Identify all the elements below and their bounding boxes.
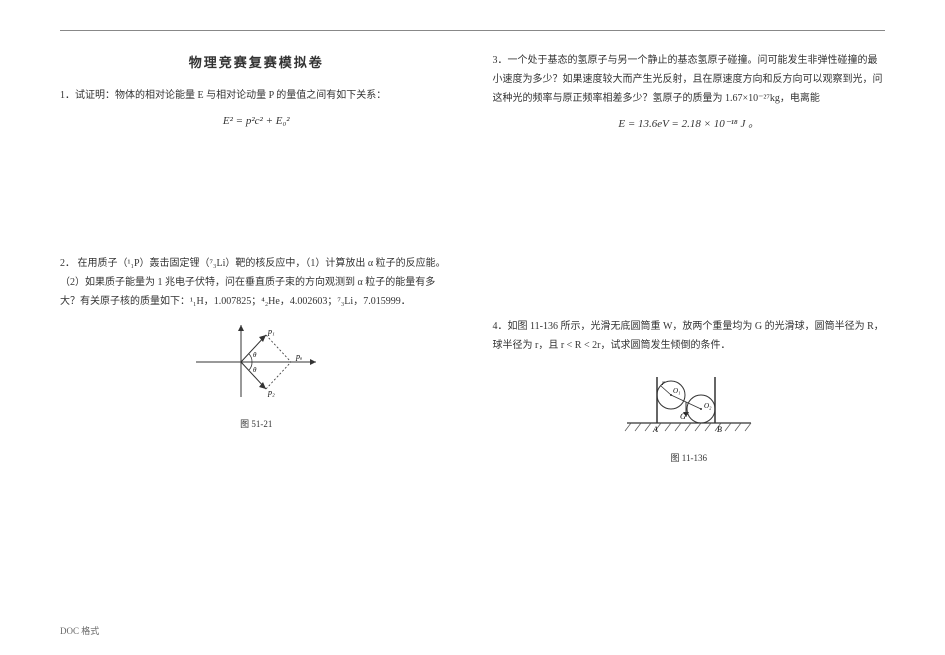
fig2-caption: 图 11-136: [493, 450, 886, 467]
figure-11-136: O₁ r O₂ G A B 图 11-136: [493, 361, 886, 467]
footer-text: DOC 格式: [60, 624, 99, 637]
left-column: 物理竞赛复赛模拟卷 1．试证明：物体的相对论能量 E 与相对论动量 P 的量值之…: [60, 51, 453, 615]
two-column-layout: 物理竞赛复赛模拟卷 1．试证明：物体的相对论能量 E 与相对论动量 P 的量值之…: [60, 51, 885, 615]
svg-text:G: G: [680, 412, 686, 421]
svg-text:θ: θ: [253, 366, 257, 374]
svg-text:r: r: [662, 379, 665, 387]
q1-text: 1．试证明：物体的相对论能量 E 与相对论动量 P 的量值之间有如下关系：: [60, 86, 453, 105]
q3-formula: E = 13.6eV = 2.18 × 10⁻¹⁸ J 。: [493, 114, 886, 135]
q2-text: 2． 在用质子（¹₁P）轰击固定锂（⁷₃Li）靶的核反应中，（1）计算放出 α …: [60, 254, 453, 311]
svg-text:B: B: [717, 425, 722, 434]
svg-text:p₂: p₂: [267, 388, 275, 397]
svg-text:O₂: O₂: [704, 402, 712, 410]
q4-text: 4．如图 11-136 所示，光滑无底圆筒重 W，放两个重量均为 G 的光滑球，…: [493, 317, 886, 355]
figure-51-21: p₁ p₂ pₐ θ θ 图 51-21: [60, 317, 453, 433]
fig1-caption: 图 51-21: [60, 416, 453, 433]
svg-text:A: A: [652, 425, 658, 434]
svg-text:θ: θ: [253, 351, 257, 359]
right-column: 3．一个处于基态的氢原子与另一个静止的基态氢原子碰撞。问可能发生非弹性碰撞的最小…: [493, 51, 886, 615]
svg-text:p₁: p₁: [267, 327, 275, 336]
page: 物理竞赛复赛模拟卷 1．试证明：物体的相对论能量 E 与相对论动量 P 的量值之…: [60, 30, 885, 615]
spacer: [493, 147, 886, 257]
q3-text: 3．一个处于基态的氢原子与另一个静止的基态氢原子碰撞。问可能发生非弹性碰撞的最小…: [493, 51, 886, 108]
svg-text:pₐ: pₐ: [295, 352, 303, 361]
q1-formula: E² = p²c² + E₀²: [60, 111, 453, 132]
svg-text:O₁: O₁: [673, 387, 681, 395]
spacer: [60, 144, 453, 254]
paper-title: 物理竞赛复赛模拟卷: [60, 51, 453, 76]
spacer: [493, 257, 886, 317]
